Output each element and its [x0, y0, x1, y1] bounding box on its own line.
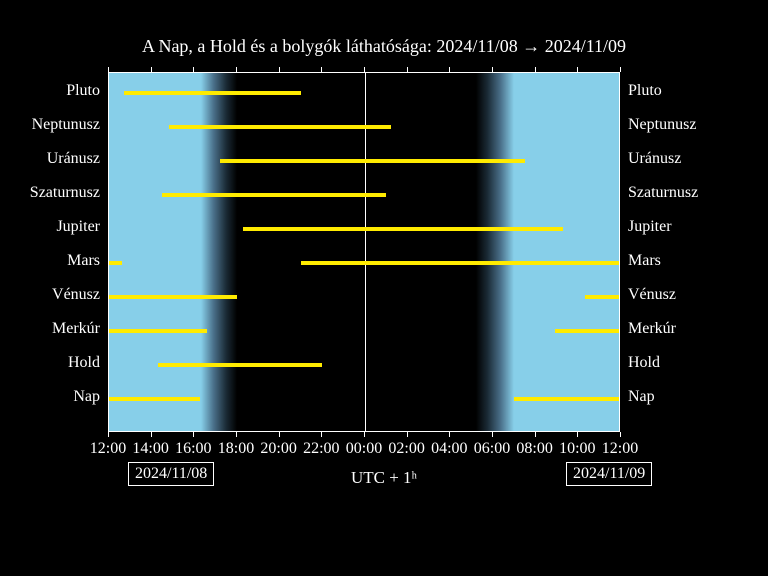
x-tick-label: 06:00 [474, 440, 510, 458]
y-label-left: Vénusz [52, 286, 100, 304]
y-label-left: Pluto [66, 82, 100, 100]
visibility-bar [109, 295, 237, 299]
daylight-right [514, 73, 620, 431]
tick-mark [321, 432, 322, 437]
y-label-right: Merkúr [628, 320, 676, 338]
y-label-left: Nap [73, 388, 100, 406]
y-label-right: Pluto [628, 82, 662, 100]
x-axis-label: UTC + 1ʰ [0, 468, 768, 488]
x-tick-label: 22:00 [303, 440, 339, 458]
x-tick-label: 04:00 [431, 440, 467, 458]
visibility-bar [555, 329, 620, 333]
x-tick-label: 10:00 [559, 440, 595, 458]
dawn-gradient [476, 73, 514, 431]
visibility-bar [158, 363, 322, 367]
chart-title: A Nap, a Hold és a bolygók láthatósága: … [0, 36, 768, 57]
y-label-right: Jupiter [628, 218, 672, 236]
visibility-bar [514, 397, 620, 401]
y-label-left: Merkúr [52, 320, 100, 338]
tick-mark [535, 67, 536, 72]
x-tick-label: 20:00 [260, 440, 296, 458]
y-label-right: Neptunusz [628, 116, 696, 134]
x-tick-label: 12:00 [90, 440, 126, 458]
x-tick-label: 16:00 [175, 440, 211, 458]
x-tick-label: 08:00 [516, 440, 552, 458]
y-label-left: Jupiter [56, 218, 100, 236]
y-label-right: Mars [628, 252, 661, 270]
tick-mark [620, 432, 621, 437]
y-label-right: Vénusz [628, 286, 676, 304]
y-label-left: Szaturnusz [30, 184, 100, 202]
y-label-left: Neptunusz [32, 116, 100, 134]
visibility-bar [109, 261, 122, 265]
x-tick-label: 18:00 [218, 440, 254, 458]
visibility-bar [169, 125, 391, 129]
x-tick-label: 12:00 [602, 440, 638, 458]
visibility-bar [243, 227, 563, 231]
tick-mark [108, 67, 109, 72]
visibility-bar [109, 329, 207, 333]
x-tick-label: 14:00 [132, 440, 168, 458]
tick-mark [151, 67, 152, 72]
visibility-bar [162, 193, 386, 197]
x-tick-label: 02:00 [388, 440, 424, 458]
tick-mark [236, 432, 237, 437]
visibility-bar [124, 91, 301, 95]
tick-mark [193, 67, 194, 72]
y-label-left: Hold [68, 354, 100, 372]
tick-mark [492, 67, 493, 72]
y-label-right: Hold [628, 354, 660, 372]
visibility-bar [220, 159, 525, 163]
tick-mark [321, 67, 322, 72]
tick-mark [577, 67, 578, 72]
tick-mark [407, 432, 408, 437]
tick-mark [364, 67, 365, 72]
plot-area [108, 72, 620, 432]
tick-mark [492, 432, 493, 437]
x-tick-label: 00:00 [346, 440, 382, 458]
y-label-right: Uránusz [628, 150, 681, 168]
y-label-left: Mars [67, 252, 100, 270]
tick-mark [151, 432, 152, 437]
tick-mark [236, 67, 237, 72]
tick-mark [577, 432, 578, 437]
tick-mark [407, 67, 408, 72]
visibility-bar [109, 397, 200, 401]
tick-mark [193, 432, 194, 437]
tick-mark [535, 432, 536, 437]
tick-mark [620, 67, 621, 72]
visibility-bar [585, 295, 620, 299]
y-label-right: Szaturnusz [628, 184, 698, 202]
tick-mark [279, 67, 280, 72]
tick-mark [364, 432, 365, 437]
y-label-left: Uránusz [47, 150, 100, 168]
tick-mark [108, 432, 109, 437]
tick-mark [449, 432, 450, 437]
visibility-bar [301, 261, 620, 265]
y-label-right: Nap [628, 388, 655, 406]
tick-mark [449, 67, 450, 72]
tick-mark [279, 432, 280, 437]
